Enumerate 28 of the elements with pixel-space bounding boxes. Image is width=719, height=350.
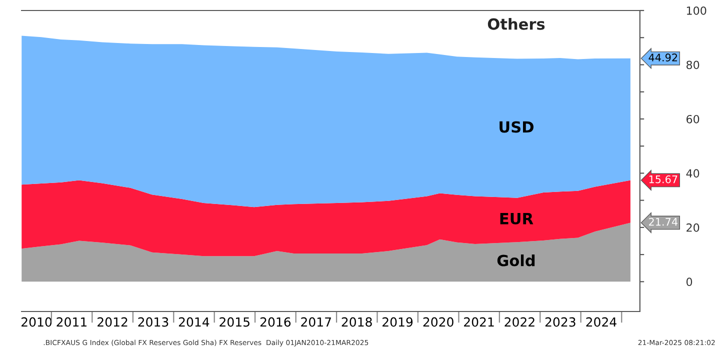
x-tick-label: 2013: [138, 317, 168, 327]
annotation: Others: [488, 18, 545, 30]
x-tick-label: 2024: [586, 317, 616, 327]
x-tick-label: 2011: [56, 317, 86, 327]
x-tick-label: 2015: [220, 317, 250, 327]
y-tick-label: 40: [686, 169, 700, 178]
x-tick-label: 2023: [545, 317, 576, 327]
x-tick-label: 2010: [22, 317, 52, 327]
x-tick-label: 2021: [464, 317, 494, 327]
x-tick-label: 2012: [98, 317, 128, 327]
x-tick-label: 2019: [382, 317, 413, 327]
data-label: 15.67: [649, 175, 678, 184]
x-tick-label: 2020: [423, 317, 454, 327]
x-tick-label: 2018: [342, 317, 372, 327]
y-tick-label: 100: [686, 6, 706, 15]
data-label: 21.74: [649, 218, 678, 226]
data-label: 44.92: [648, 54, 678, 62]
series-label: Gold: [497, 254, 535, 266]
x-tick-label: 2017: [301, 317, 331, 327]
y-tick-label: 20: [686, 223, 700, 232]
y-tick-label: 80: [686, 60, 700, 70]
y-tick-label: 0: [686, 278, 692, 286]
series-label: USD: [500, 121, 534, 133]
x-tick-label: 2016: [260, 317, 291, 327]
x-tick-label: 2022: [504, 317, 534, 327]
x-tick-label: 2014: [178, 317, 210, 327]
y-tick-label: 60: [686, 114, 700, 124]
series-label: EUR: [500, 213, 534, 224]
